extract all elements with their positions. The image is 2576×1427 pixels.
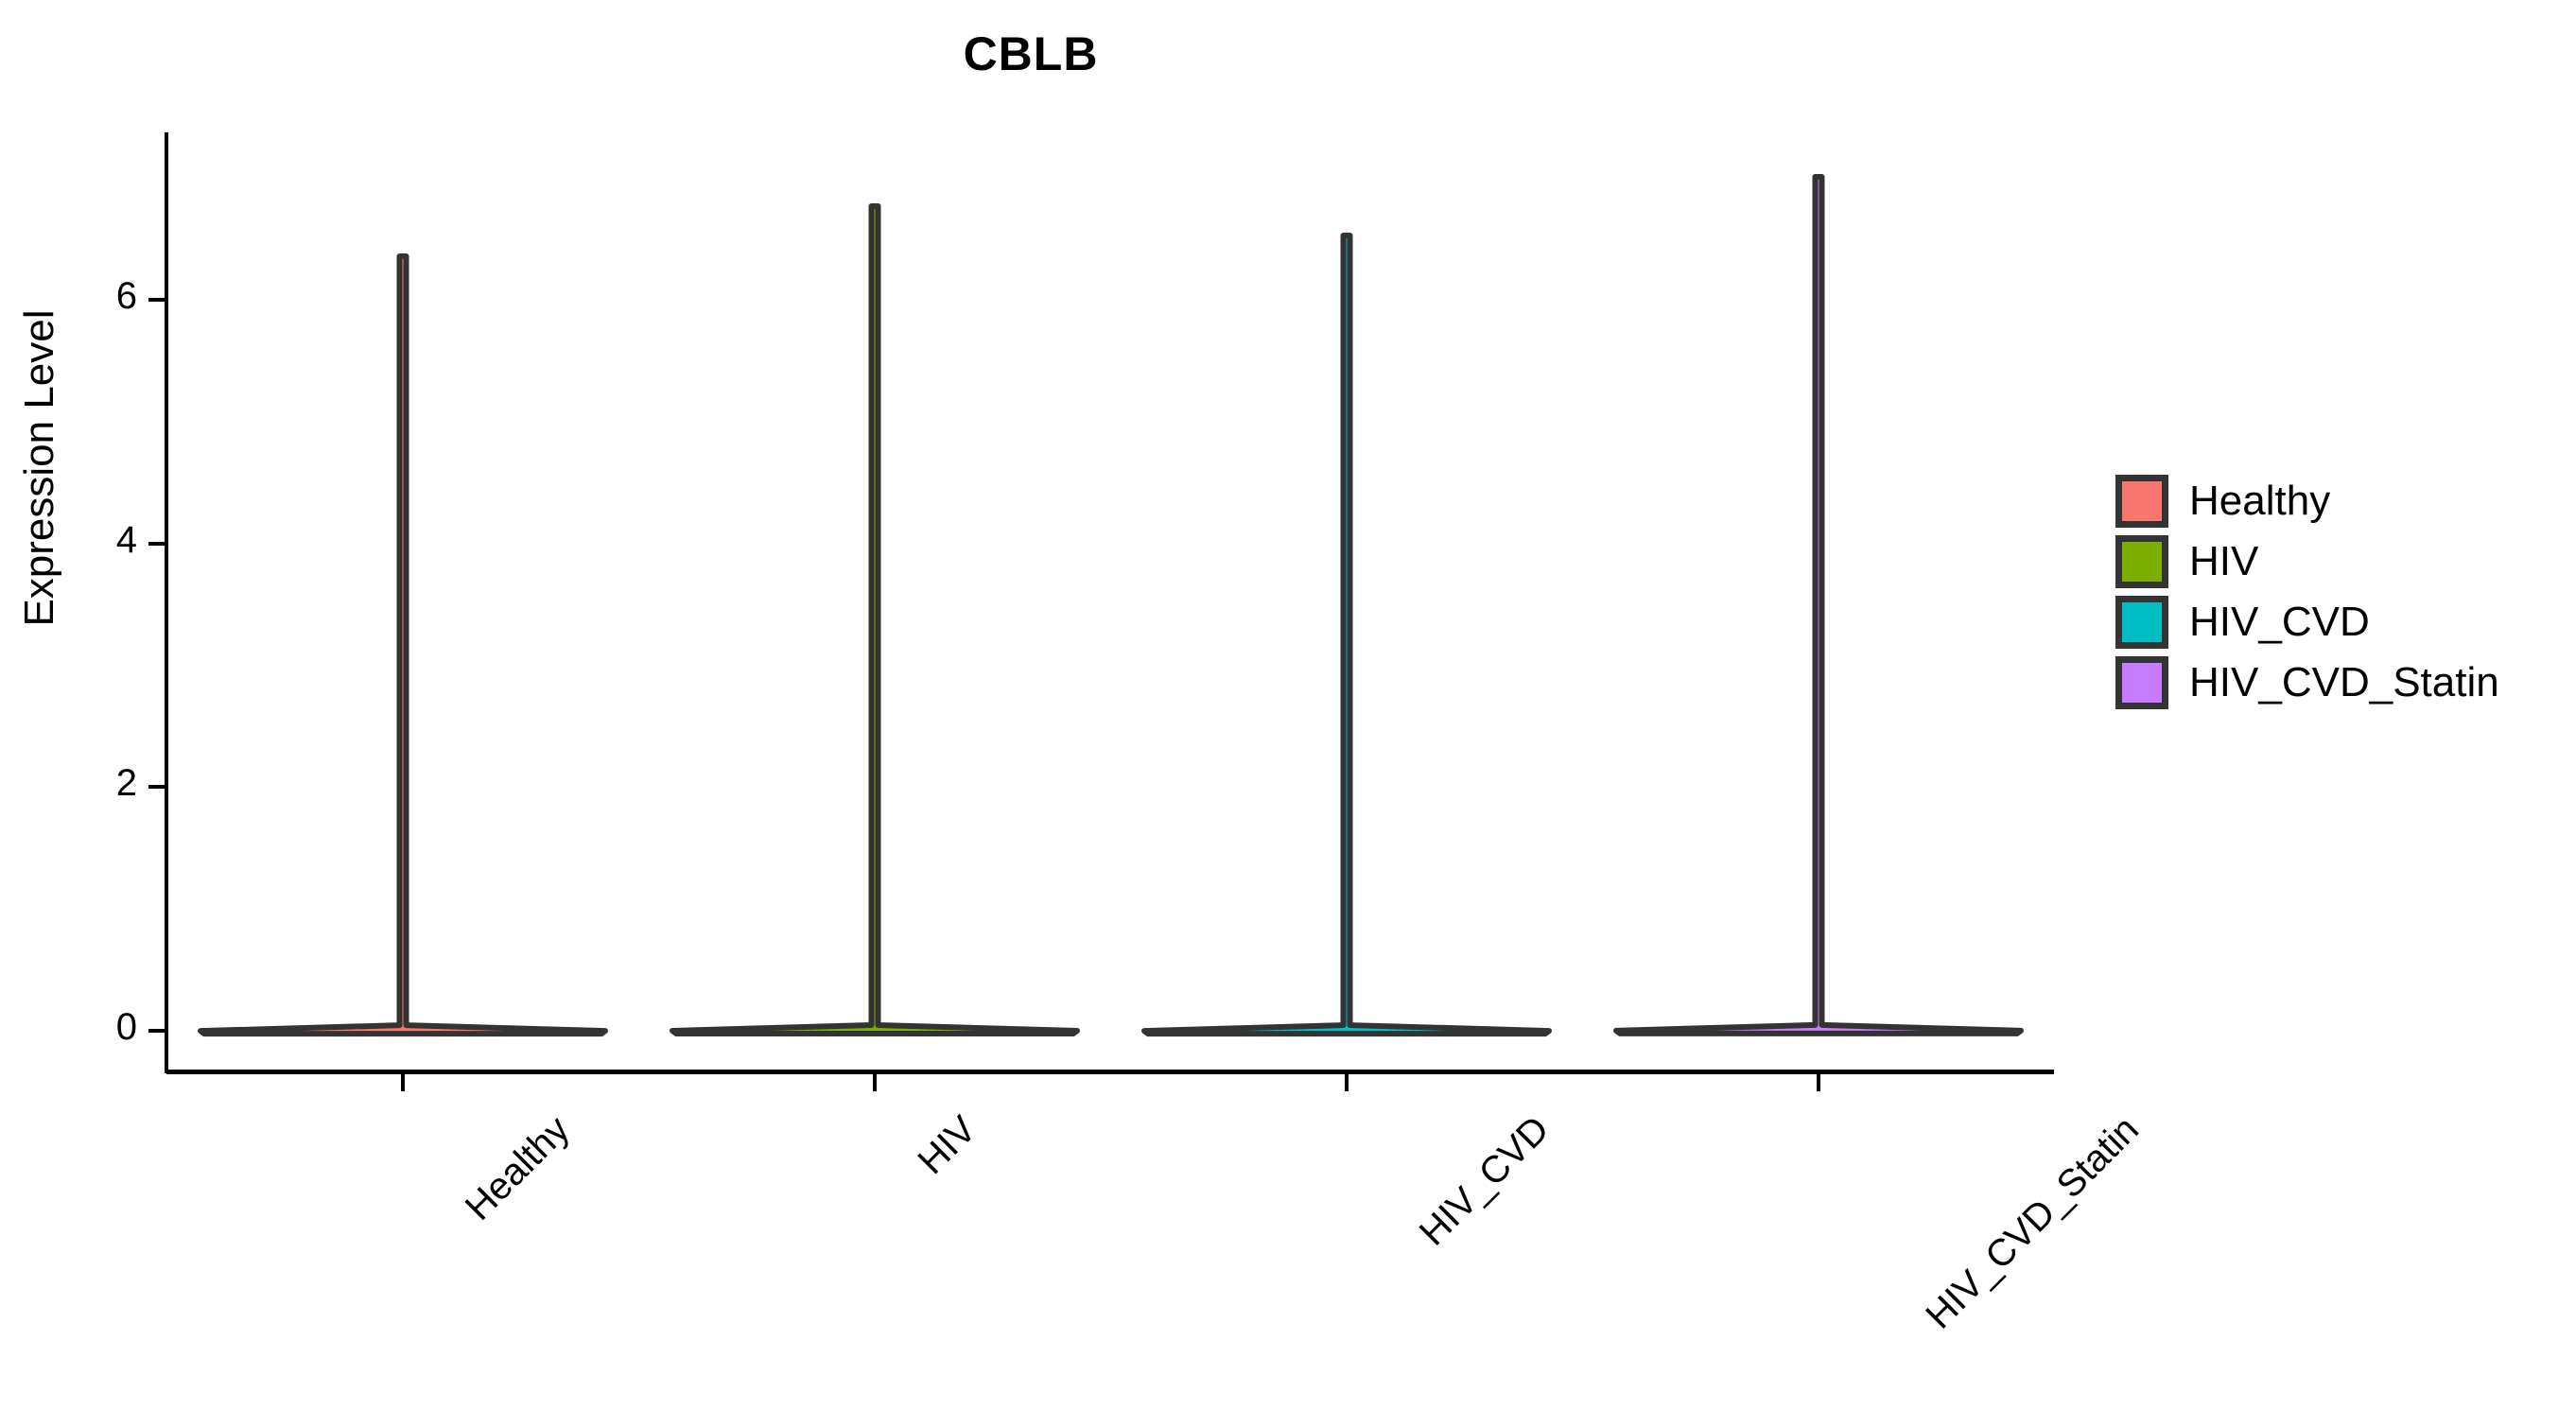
y-tick-mark: [148, 541, 165, 546]
legend-swatch-icon: [2115, 475, 2168, 528]
y-tick-label: 0: [115, 1006, 137, 1048]
x-tick-label: Healthy: [457, 1108, 578, 1229]
legend-swatch-icon: [2115, 535, 2168, 588]
legend-swatch-icon: [2115, 656, 2168, 709]
y-tick-label: 2: [115, 762, 137, 805]
violin-hiv: [663, 197, 1087, 1053]
x-tick-mark: [872, 1074, 877, 1091]
y-tick-mark: [148, 298, 165, 303]
page-title: CBLB: [963, 27, 1099, 80]
y-tick-mark: [148, 1029, 165, 1033]
x-tick-label: HIV_CVD_Statin: [1917, 1108, 2147, 1337]
legend-label: HIV_CVD: [2189, 599, 2370, 645]
legend-label: HIV: [2189, 538, 2259, 584]
x-axis-line: [166, 1070, 2054, 1074]
violin-hiv-cvd: [1135, 226, 1558, 1053]
x-tick-label: HIV: [910, 1108, 984, 1183]
legend-item-hiv-cvd[interactable]: HIV_CVD: [2115, 592, 2499, 653]
y-axis-line: [165, 132, 168, 1073]
legend-label: HIV_CVD_Statin: [2189, 659, 2499, 705]
legend-item-healthy[interactable]: Healthy: [2115, 471, 2499, 531]
legend-swatch-icon: [2115, 596, 2168, 649]
x-tick-mark: [1816, 1074, 1820, 1091]
violin-hiv-cvd-statin: [1607, 167, 2030, 1053]
violin-healthy: [191, 247, 615, 1053]
legend: Healthy HIV HIV_CVD HIV_CVD_Statin: [2115, 471, 2499, 713]
x-tick-label: HIV_CVD: [1411, 1108, 1558, 1254]
y-tick-label: 4: [115, 518, 137, 561]
legend-item-hiv-cvd-statin[interactable]: HIV_CVD_Statin: [2115, 653, 2499, 713]
x-tick-mark: [400, 1074, 405, 1091]
x-tick-mark: [1344, 1074, 1349, 1091]
y-tick-mark: [148, 785, 165, 790]
y-axis-title: Expression Level: [16, 309, 62, 627]
legend-item-hiv[interactable]: HIV: [2115, 531, 2499, 592]
legend-label: Healthy: [2189, 478, 2331, 524]
y-tick-label: 6: [115, 275, 137, 318]
